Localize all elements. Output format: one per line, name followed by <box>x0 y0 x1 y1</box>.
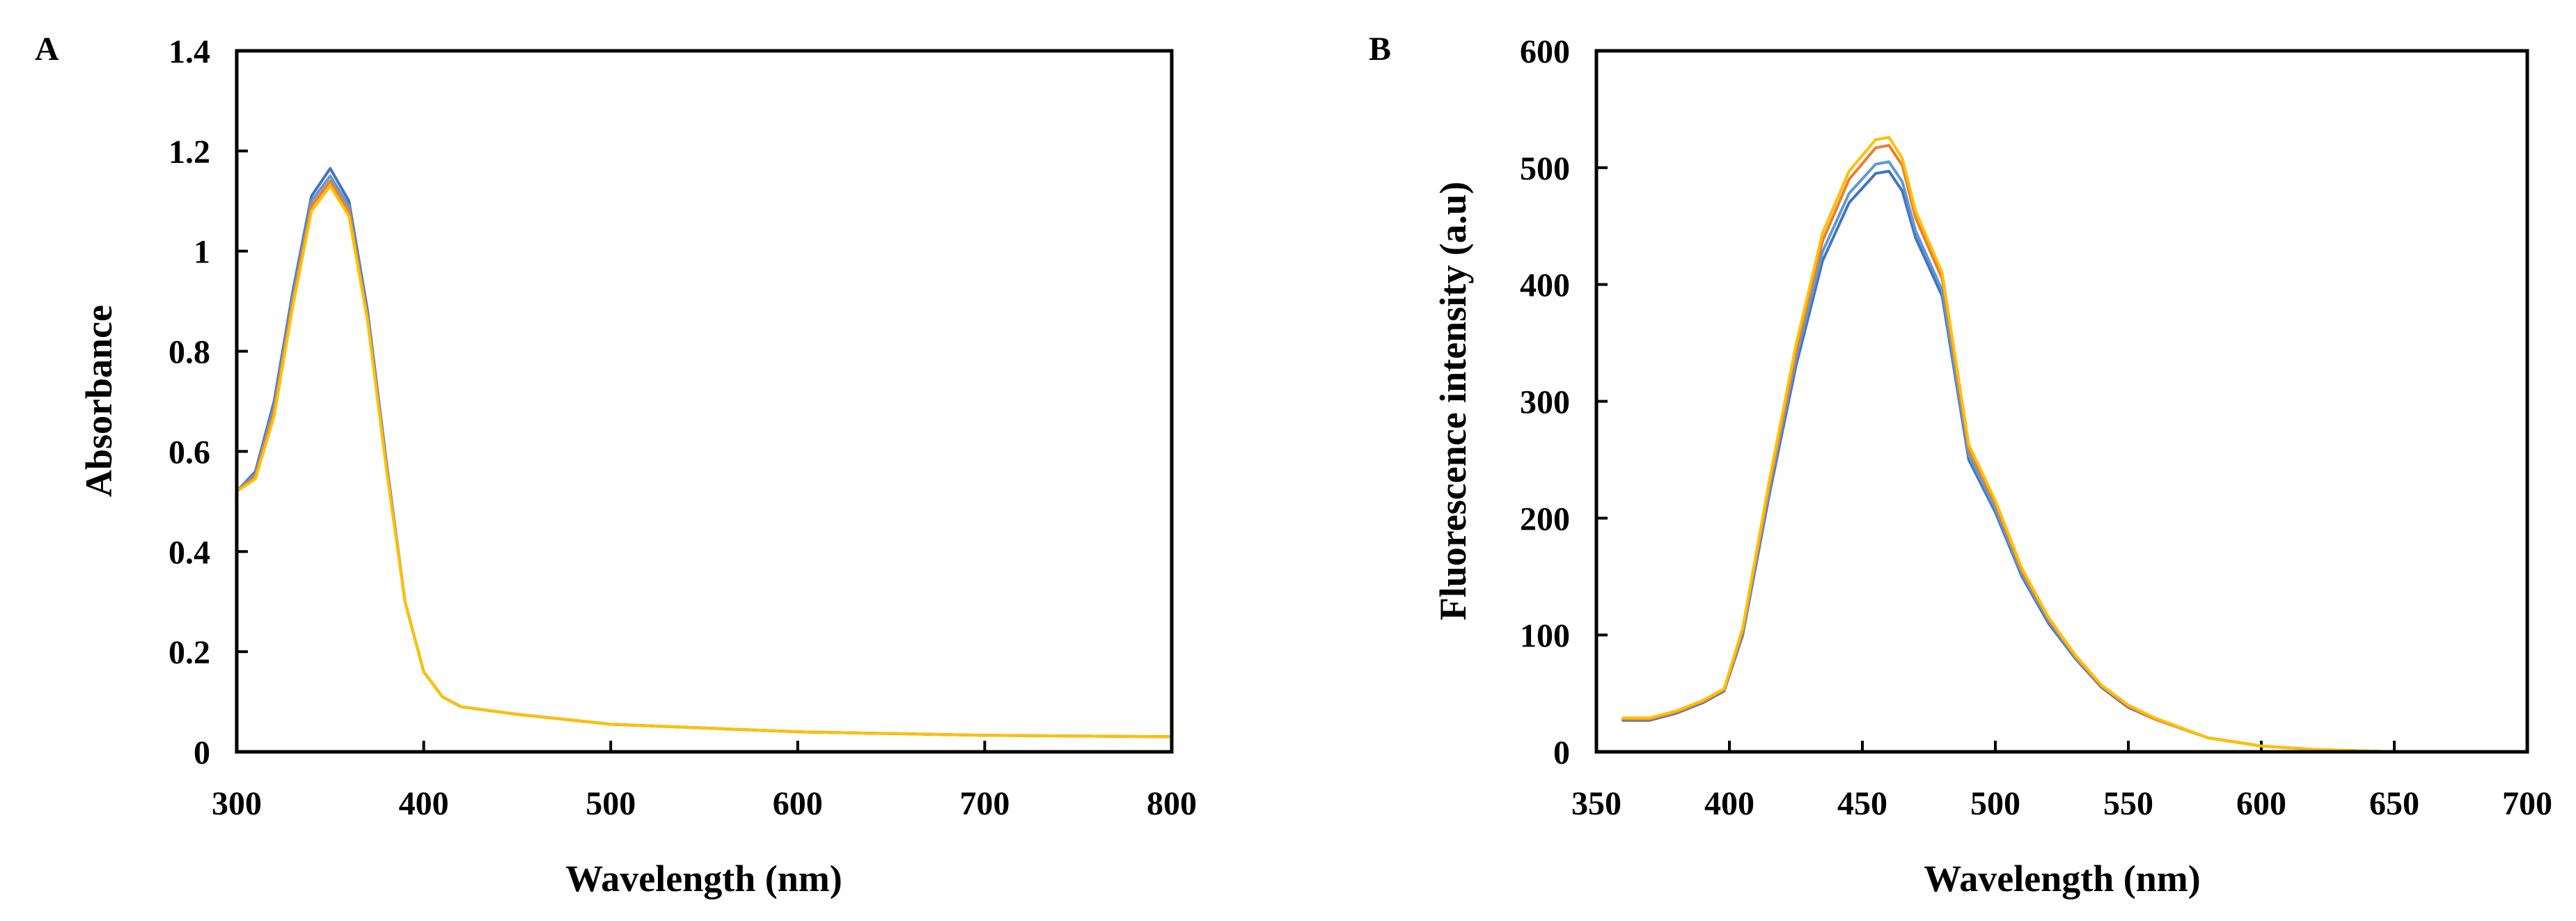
panel-b-y-tick-label: 0 <box>1553 734 1570 771</box>
panel-b-x-tick-label: 350 <box>1571 785 1621 822</box>
panel-b-x-axis-title: Wavelength (nm) <box>1924 858 2201 899</box>
panel-b-label: B <box>1369 31 1391 68</box>
panel-a-x-tick-label: 400 <box>399 785 449 822</box>
panel-a-y-tick-label: 0.6 <box>168 434 210 471</box>
panel-a-label: A <box>35 31 59 68</box>
panel-a-y-axis-title: Absorbance <box>78 305 120 497</box>
panel-a-ticks: 0 0.2 0.4 0.6 0.8 1 1.2 1.4 300 400 500 600 700 800 <box>168 33 1197 822</box>
panel-a-y-tick-label: 1.2 <box>168 134 210 171</box>
panel-a-x-tick-label: 300 <box>212 785 262 822</box>
panel-a-x-tick-label: 500 <box>586 785 636 822</box>
panel-b-ticks: 0 100 200 300 400 500 600 350 400 450 500 550 600 650… <box>1520 33 2552 822</box>
panel-a: A 0 0.2 0.4 0.6 0.8 1 1.2 1.4 300 400 500 600 700 800… <box>35 31 1197 899</box>
panel-b-plot-frame <box>1594 49 2529 754</box>
panel-a-y-tick-label: 1 <box>194 234 210 271</box>
panel-b-x-tick-label: 450 <box>1837 785 1887 822</box>
panel-b-x-tick-label: 500 <box>1970 785 2020 822</box>
panel-a-series-line-2 <box>235 174 1173 739</box>
panel-b-x-tick-label: 600 <box>2236 785 2286 822</box>
panel-a-y-tick-label: 0.8 <box>168 334 210 371</box>
panel-a-y-tick-label: 1.4 <box>168 33 210 70</box>
panel-a-y-tick-label: 0.4 <box>168 534 210 571</box>
panel-b-y-tick-label: 500 <box>1520 150 1570 187</box>
panel-b-series-line-2 <box>1621 160 2529 753</box>
panel-b-series-line-1 <box>1621 169 2529 753</box>
panel-b: B 0 100 200 300 400 500 600 350 400 450 500 550 600 6… <box>1369 31 2552 899</box>
panel-b-x-tick-label: 700 <box>2502 785 2552 822</box>
panel-a-series <box>235 167 1173 739</box>
panel-a-series-line-4 <box>235 184 1173 739</box>
panel-b-y-tick-label: 100 <box>1520 617 1570 654</box>
panel-b-x-tick-label: 400 <box>1704 785 1754 822</box>
panel-a-series-line-3 <box>235 180 1173 739</box>
panel-a-x-tick-label: 600 <box>773 785 823 822</box>
panel-b-series <box>1621 136 2529 753</box>
panel-a-y-tick-label: 0.2 <box>168 634 210 671</box>
panel-b-y-tick-label: 300 <box>1520 384 1570 421</box>
panel-b-series-line-4 <box>1621 136 2529 753</box>
panel-b-x-tick-label: 550 <box>2103 785 2153 822</box>
panel-a-plot-frame <box>235 49 1174 754</box>
panel-a-y-tick-label: 0 <box>194 734 210 771</box>
panel-b-y-tick-label: 400 <box>1520 267 1570 304</box>
panel-a-x-tick-label: 800 <box>1147 785 1197 822</box>
panel-a-x-tick-label: 700 <box>959 785 1010 822</box>
panel-a-x-axis-title: Wavelength (nm) <box>565 858 842 899</box>
panel-b-y-tick-label: 600 <box>1520 33 1570 70</box>
panel-a-series-line-1 <box>235 167 1173 739</box>
panel-b-series-line-3 <box>1621 143 2529 753</box>
panel-b-y-tick-label: 200 <box>1520 501 1570 537</box>
panel-b-y-axis-title: Fluorescence intensity (a.u) <box>1432 182 1474 620</box>
panel-b-x-tick-label: 650 <box>2369 785 2419 822</box>
